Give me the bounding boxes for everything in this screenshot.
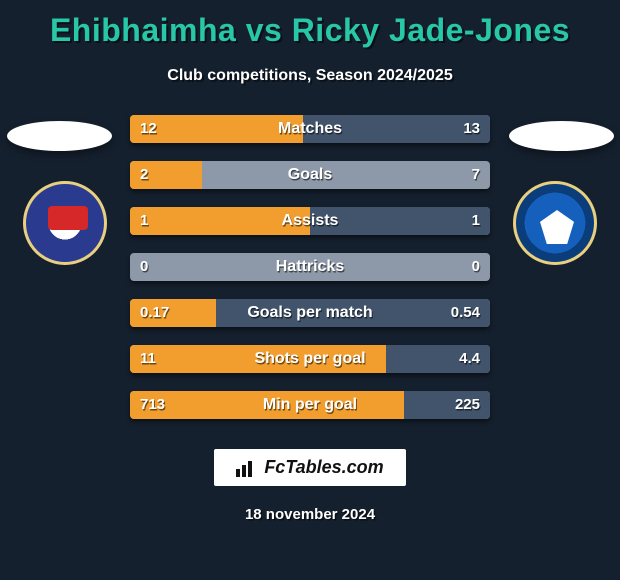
season-subtitle: Club competitions, Season 2024/2025 bbox=[0, 67, 620, 85]
stat-label: Shots per goal bbox=[130, 345, 490, 373]
page-title: Ehibhaimha vs Ricky Jade-Jones bbox=[0, 0, 620, 49]
stat-row: 2Goals7 bbox=[130, 161, 490, 189]
stat-row: 0.17Goals per match0.54 bbox=[130, 299, 490, 327]
club-left-crest bbox=[23, 181, 107, 265]
branding-text: FcTables.com bbox=[264, 457, 383, 478]
branding-badge: FcTables.com bbox=[214, 449, 405, 486]
comparison-panel: 12Matches13 2Goals7 1Assists1 0Hattricks0 0.… bbox=[0, 115, 620, 437]
footer: FcTables.com 18 november 2024 bbox=[0, 449, 620, 523]
branding-icon bbox=[236, 459, 258, 477]
stat-value-right: 13 bbox=[453, 115, 490, 143]
stat-value-right: 0 bbox=[462, 253, 490, 281]
stat-row: 1Assists1 bbox=[130, 207, 490, 235]
stat-row: 713Min per goal225 bbox=[130, 391, 490, 419]
player-right-side bbox=[490, 115, 620, 437]
stat-label: Goals bbox=[130, 161, 490, 189]
stat-value-right: 0.54 bbox=[441, 299, 490, 327]
stat-row: 11Shots per goal4.4 bbox=[130, 345, 490, 373]
stat-row: 0Hattricks0 bbox=[130, 253, 490, 281]
stat-bars: 12Matches13 2Goals7 1Assists1 0Hattricks0 0.… bbox=[130, 115, 490, 437]
stat-label: Matches bbox=[130, 115, 490, 143]
player-left-side bbox=[0, 115, 130, 437]
stat-label: Goals per match bbox=[130, 299, 490, 327]
stat-value-right: 225 bbox=[445, 391, 490, 419]
stat-label: Min per goal bbox=[130, 391, 490, 419]
stat-value-right: 1 bbox=[462, 207, 490, 235]
club-right-crest bbox=[513, 181, 597, 265]
snapshot-date: 18 november 2024 bbox=[0, 506, 620, 523]
stat-row: 12Matches13 bbox=[130, 115, 490, 143]
stat-value-right: 4.4 bbox=[449, 345, 490, 373]
stat-value-right: 7 bbox=[462, 161, 490, 189]
player-right-photo-placeholder bbox=[509, 121, 614, 151]
stat-label: Hattricks bbox=[130, 253, 490, 281]
stat-label: Assists bbox=[130, 207, 490, 235]
player-left-photo-placeholder bbox=[7, 121, 112, 151]
